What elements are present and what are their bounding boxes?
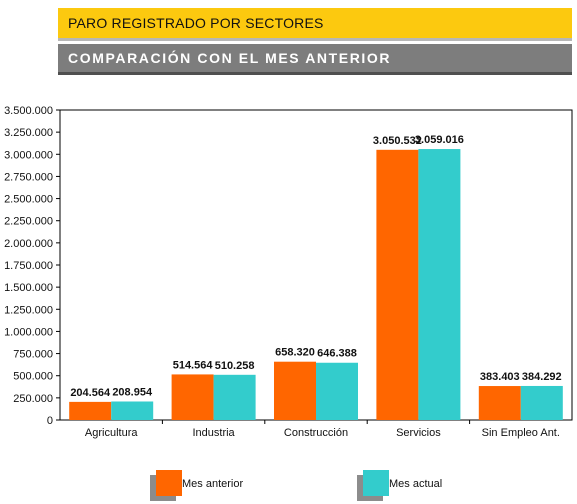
y-tick-label: 750.000 bbox=[13, 349, 53, 361]
data-label: 3.059.016 bbox=[415, 134, 464, 146]
y-tick-label: 0 bbox=[47, 415, 53, 427]
data-label: 510.258 bbox=[215, 360, 255, 372]
chart-subtitle: COMPARACIÓN CON EL MES ANTERIOR bbox=[68, 50, 392, 66]
bar-mes-anterior bbox=[69, 401, 112, 420]
y-tick-label: 3.250.000 bbox=[4, 127, 53, 139]
y-tick-label: 500.000 bbox=[13, 371, 53, 383]
bar-mes-actual bbox=[520, 385, 563, 420]
legend-swatch-mes-actual bbox=[363, 470, 389, 496]
bar-mes-actual bbox=[418, 149, 461, 420]
x-tick-label: Agricultura bbox=[85, 427, 138, 439]
y-tick-label: 3.000.000 bbox=[4, 149, 53, 161]
data-label: 658.320 bbox=[275, 347, 315, 359]
y-tick-label: 2.500.000 bbox=[4, 194, 53, 206]
bar-mes-anterior bbox=[171, 374, 214, 420]
bar-mes-anterior bbox=[274, 361, 316, 420]
y-tick-label: 3.500.000 bbox=[4, 105, 53, 117]
legend-label-mes-anterior: Mes anterior bbox=[182, 478, 244, 490]
y-tick-label: 250.000 bbox=[13, 393, 53, 405]
x-tick-label: Industria bbox=[192, 427, 235, 439]
data-label: 383.403 bbox=[480, 371, 520, 383]
data-label: 208.954 bbox=[112, 386, 153, 398]
chart-subtitle-banner: COMPARACIÓN CON EL MES ANTERIOR bbox=[58, 44, 572, 75]
chart-title: PARO REGISTRADO POR SECTORES bbox=[68, 15, 324, 31]
y-tick-label: 1.250.000 bbox=[4, 304, 53, 316]
y-tick-label: 1.500.000 bbox=[4, 282, 53, 294]
legend-label-mes-actual: Mes actual bbox=[389, 478, 443, 490]
data-label: 646.388 bbox=[317, 348, 357, 360]
y-tick-label: 1.000.000 bbox=[4, 326, 53, 338]
y-tick-label: 1.750.000 bbox=[4, 260, 53, 272]
x-tick-label: Construcción bbox=[284, 427, 348, 439]
y-tick-label: 2.000.000 bbox=[4, 238, 53, 250]
y-tick-label: 2.750.000 bbox=[4, 171, 53, 183]
legend-swatch-mes-anterior bbox=[156, 470, 182, 496]
chart-title-banner: PARO REGISTRADO POR SECTORES bbox=[58, 8, 572, 41]
bar-mes-anterior bbox=[478, 386, 521, 420]
bar-mes-actual bbox=[111, 401, 154, 420]
data-label: 384.292 bbox=[522, 371, 562, 383]
bar-mes-actual bbox=[213, 374, 256, 420]
bar-mes-anterior bbox=[376, 149, 419, 420]
data-label: 204.564 bbox=[70, 387, 111, 399]
x-tick-label: Servicios bbox=[396, 427, 441, 439]
bar-mes-actual bbox=[316, 362, 358, 420]
x-tick-label: Sin Empleo Ant. bbox=[482, 427, 560, 439]
bar-chart: 0 250.000 500.000 750.000 1.000.000 1.250.000… bbox=[4, 105, 573, 439]
data-label: 514.564 bbox=[173, 359, 214, 371]
data-label: 3.050.532 bbox=[373, 135, 422, 147]
y-tick-label: 2.250.000 bbox=[4, 216, 53, 228]
